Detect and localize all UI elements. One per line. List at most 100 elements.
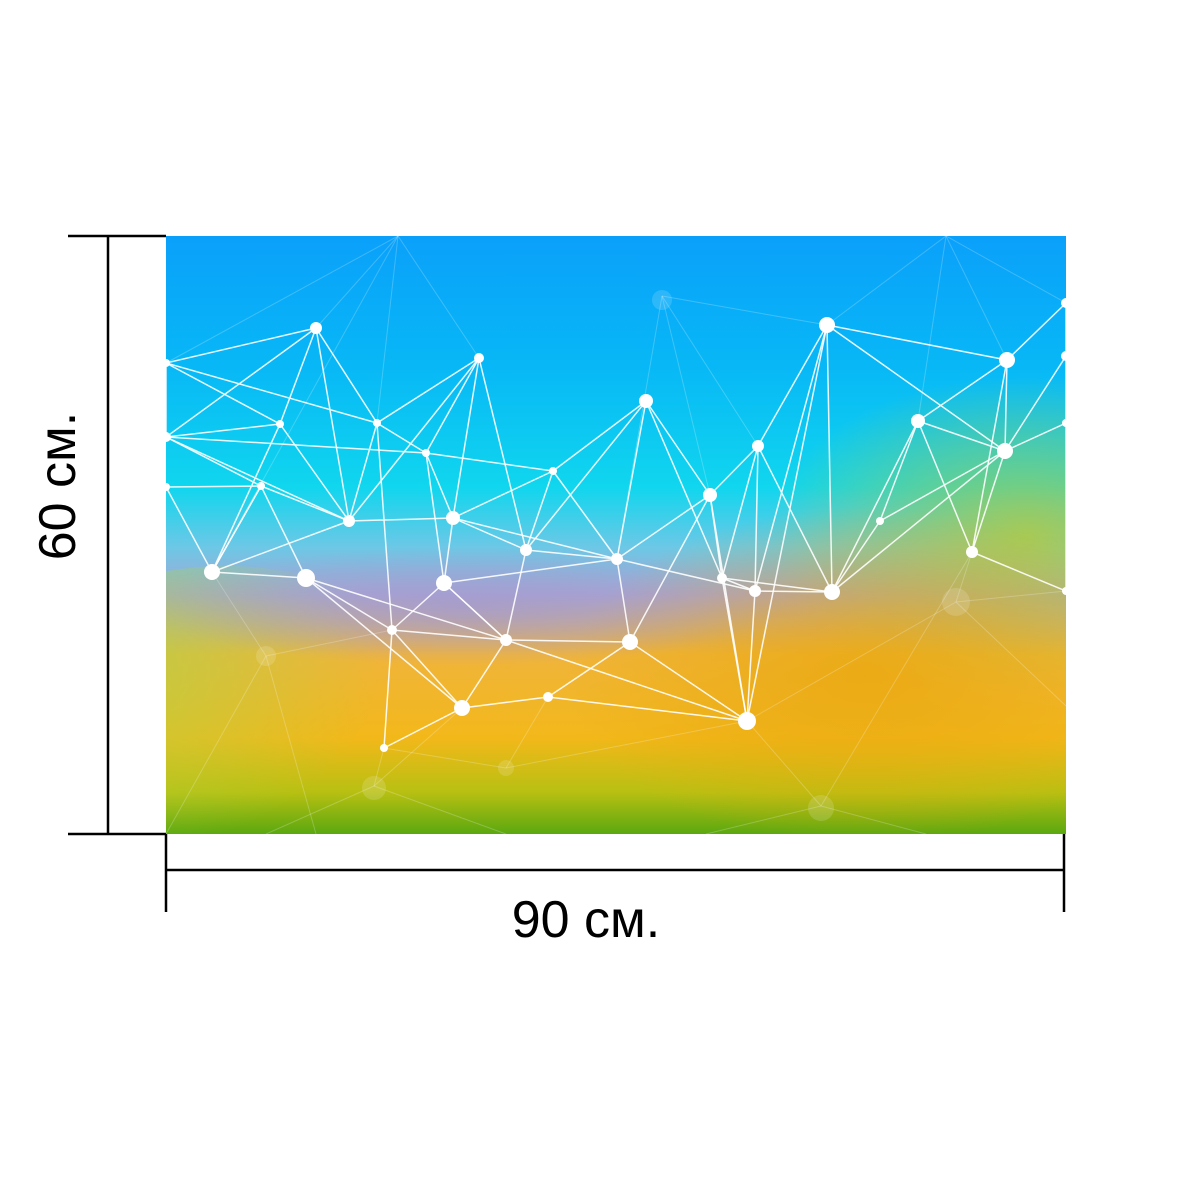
faint-network-line — [705, 805, 822, 834]
network-node — [474, 353, 484, 363]
network-line — [425, 452, 454, 519]
network-lines — [166, 302, 1066, 749]
network-line — [376, 422, 393, 631]
network-line — [721, 577, 833, 593]
network-node — [622, 634, 638, 650]
network-node — [454, 700, 470, 716]
network-node — [343, 515, 355, 527]
network-node — [752, 440, 764, 452]
network-node — [549, 467, 557, 475]
network-line — [826, 324, 833, 593]
network-line — [525, 549, 618, 560]
network-line — [917, 420, 1006, 452]
faint-network-line — [820, 551, 973, 807]
network-node — [422, 449, 430, 457]
network-node — [749, 585, 761, 597]
network-node — [373, 419, 381, 427]
network-node — [500, 634, 512, 646]
network-node — [297, 569, 315, 587]
network-line — [879, 450, 1006, 522]
faint-network-line — [820, 805, 927, 834]
network-line — [709, 494, 723, 579]
network-line — [452, 357, 480, 519]
network-line — [425, 452, 445, 584]
network-line — [757, 324, 828, 447]
network-line — [391, 629, 463, 709]
network-line — [383, 707, 463, 749]
faint-network-line — [373, 747, 385, 787]
network-line — [211, 485, 262, 573]
network-node — [166, 483, 170, 491]
faint-network-line — [265, 629, 393, 657]
network-artwork — [166, 236, 1066, 834]
network-line — [452, 470, 554, 519]
network-line — [166, 485, 262, 488]
faint-network-line — [945, 236, 1008, 361]
network-node — [166, 432, 171, 442]
network-node — [876, 517, 884, 525]
faint-network-line — [383, 747, 507, 769]
network-line — [629, 494, 711, 643]
network-line — [376, 422, 427, 454]
faint-network-line — [746, 720, 822, 807]
network-line — [616, 558, 631, 643]
network-line — [971, 359, 1008, 553]
network-line — [166, 436, 350, 522]
network-line — [616, 400, 647, 560]
network-line — [166, 436, 427, 454]
network-node — [1061, 351, 1066, 361]
faint-network-node — [362, 776, 386, 800]
network-line — [443, 558, 618, 584]
network-node — [738, 712, 756, 730]
network-node — [166, 359, 170, 367]
network-line — [616, 494, 711, 560]
network-line — [1004, 359, 1008, 452]
network-line — [505, 549, 527, 641]
network-line — [721, 577, 748, 722]
faint-network-line — [265, 655, 317, 834]
network-line — [279, 423, 350, 522]
network-line — [616, 558, 756, 592]
faint-network-line — [166, 655, 267, 834]
network-line — [831, 420, 919, 593]
network-line — [917, 420, 973, 553]
network-line — [260, 485, 350, 522]
network-line — [971, 551, 1066, 592]
network-line — [971, 450, 1006, 553]
network-line — [425, 452, 554, 472]
network-node — [999, 352, 1015, 368]
network-line — [879, 420, 919, 522]
network-line — [452, 517, 527, 551]
network-line — [315, 327, 378, 424]
network-node — [436, 575, 452, 591]
network-line — [629, 641, 748, 722]
network-line — [1004, 422, 1066, 452]
network-line — [348, 422, 378, 522]
faint-network-line — [265, 785, 375, 834]
faint-network-line — [955, 590, 1066, 603]
network-node — [257, 482, 265, 490]
faint-network-line — [955, 601, 1066, 707]
network-node — [204, 564, 220, 580]
network-node — [639, 394, 653, 408]
network-line — [505, 639, 748, 722]
faint-network-node — [942, 588, 970, 616]
network-node — [819, 317, 835, 333]
faint-network-line — [315, 236, 399, 329]
faint-network-line — [945, 236, 1066, 304]
network-node — [520, 544, 532, 556]
product-image — [166, 236, 1066, 834]
network-node — [703, 488, 717, 502]
network-node — [310, 322, 322, 334]
network-node — [1061, 298, 1066, 308]
network-line — [279, 327, 317, 425]
network-line — [826, 324, 1006, 452]
network-line — [391, 629, 507, 641]
network-line — [425, 357, 480, 454]
network-line — [315, 327, 350, 522]
network-line — [166, 327, 317, 364]
network-line — [505, 639, 631, 643]
network-line — [826, 324, 1008, 361]
network-line — [305, 577, 463, 709]
